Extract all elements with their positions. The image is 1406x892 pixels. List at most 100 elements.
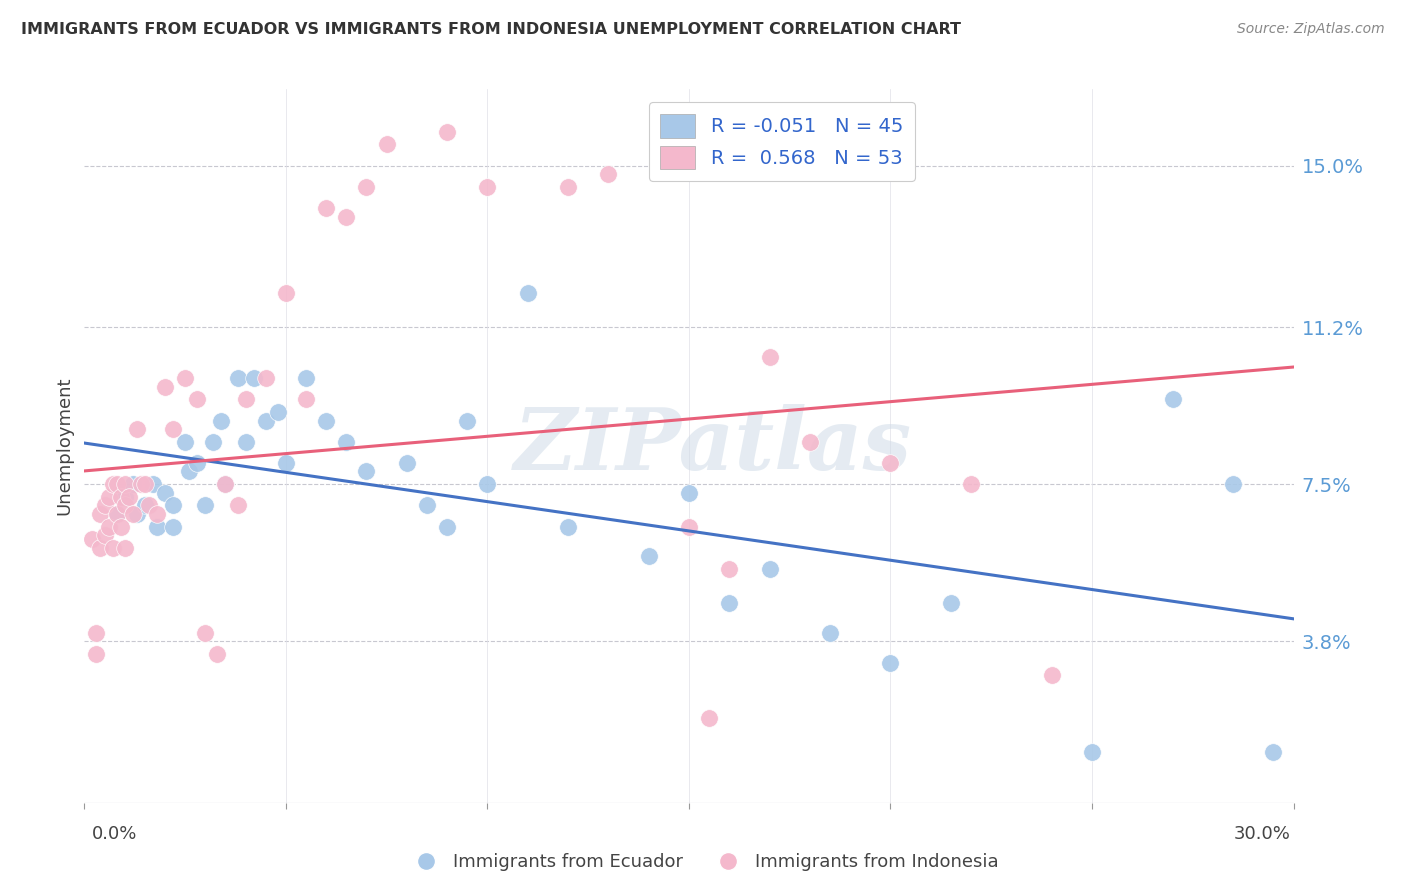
Point bbox=[101, 477, 124, 491]
Point bbox=[202, 434, 225, 449]
Point bbox=[436, 125, 458, 139]
Point bbox=[153, 485, 176, 500]
Point bbox=[129, 477, 152, 491]
Point bbox=[93, 499, 115, 513]
Point bbox=[89, 541, 111, 555]
Point bbox=[477, 477, 499, 491]
Point bbox=[207, 647, 229, 661]
Point bbox=[226, 499, 249, 513]
Point bbox=[315, 201, 337, 215]
Point bbox=[295, 392, 318, 407]
Point bbox=[82, 533, 104, 547]
Text: Source: ZipAtlas.com: Source: ZipAtlas.com bbox=[1237, 22, 1385, 37]
Point bbox=[162, 499, 184, 513]
Point bbox=[174, 434, 197, 449]
Point bbox=[718, 596, 741, 610]
Point bbox=[162, 519, 184, 533]
Point bbox=[214, 477, 236, 491]
Point bbox=[194, 499, 217, 513]
Point bbox=[93, 528, 115, 542]
Point bbox=[97, 519, 120, 533]
Point bbox=[274, 456, 297, 470]
Y-axis label: Unemployment: Unemployment bbox=[55, 376, 73, 516]
Point bbox=[194, 626, 217, 640]
Point bbox=[637, 549, 659, 564]
Point bbox=[557, 180, 579, 194]
Point bbox=[114, 490, 136, 504]
Point bbox=[879, 656, 901, 670]
Point bbox=[110, 490, 132, 504]
Point bbox=[960, 477, 983, 491]
Point bbox=[186, 392, 208, 407]
Text: 0.0%: 0.0% bbox=[91, 825, 136, 843]
Point bbox=[274, 286, 297, 301]
Legend: Immigrants from Ecuador, Immigrants from Indonesia: Immigrants from Ecuador, Immigrants from… bbox=[401, 847, 1005, 879]
Point bbox=[97, 490, 120, 504]
Point bbox=[118, 490, 141, 504]
Point bbox=[121, 507, 143, 521]
Point bbox=[110, 519, 132, 533]
Text: IMMIGRANTS FROM ECUADOR VS IMMIGRANTS FROM INDONESIA UNEMPLOYMENT CORRELATION CH: IMMIGRANTS FROM ECUADOR VS IMMIGRANTS FR… bbox=[21, 22, 962, 37]
Point bbox=[138, 499, 160, 513]
Point bbox=[114, 477, 136, 491]
Point bbox=[125, 422, 148, 436]
Point bbox=[121, 477, 143, 491]
Point bbox=[356, 180, 378, 194]
Point bbox=[153, 379, 176, 393]
Point bbox=[105, 507, 128, 521]
Point bbox=[105, 477, 128, 491]
Point bbox=[335, 210, 357, 224]
Point bbox=[114, 499, 136, 513]
Point bbox=[516, 286, 538, 301]
Point bbox=[114, 541, 136, 555]
Point bbox=[758, 562, 780, 576]
Point bbox=[295, 371, 318, 385]
Point bbox=[416, 499, 439, 513]
Point bbox=[209, 413, 232, 427]
Point bbox=[557, 519, 579, 533]
Point bbox=[254, 413, 277, 427]
Text: ZIPatlas: ZIPatlas bbox=[515, 404, 912, 488]
Point bbox=[146, 507, 169, 521]
Point bbox=[818, 626, 841, 640]
Point bbox=[758, 350, 780, 364]
Point bbox=[101, 541, 124, 555]
Legend: R = -0.051   N = 45, R =  0.568   N = 53: R = -0.051 N = 45, R = 0.568 N = 53 bbox=[648, 103, 915, 181]
Point bbox=[335, 434, 357, 449]
Point bbox=[242, 371, 264, 385]
Point bbox=[1081, 745, 1104, 759]
Point bbox=[146, 519, 169, 533]
Point bbox=[1263, 745, 1285, 759]
Point bbox=[395, 456, 418, 470]
Point bbox=[235, 434, 257, 449]
Point bbox=[174, 371, 197, 385]
Point bbox=[254, 371, 277, 385]
Point bbox=[125, 507, 148, 521]
Point bbox=[939, 596, 962, 610]
Point bbox=[697, 711, 720, 725]
Point bbox=[235, 392, 257, 407]
Point bbox=[879, 456, 901, 470]
Point bbox=[226, 371, 249, 385]
Point bbox=[436, 519, 458, 533]
Point bbox=[86, 647, 108, 661]
Point bbox=[186, 456, 208, 470]
Point bbox=[477, 180, 499, 194]
Point bbox=[179, 465, 201, 479]
Point bbox=[456, 413, 478, 427]
Text: 30.0%: 30.0% bbox=[1234, 825, 1291, 843]
Point bbox=[718, 562, 741, 576]
Point bbox=[1040, 668, 1063, 682]
Point bbox=[142, 477, 165, 491]
Point bbox=[267, 405, 290, 419]
Point bbox=[315, 413, 337, 427]
Point bbox=[162, 422, 184, 436]
Point bbox=[678, 485, 700, 500]
Point bbox=[214, 477, 236, 491]
Point bbox=[1222, 477, 1244, 491]
Point bbox=[678, 519, 700, 533]
Point bbox=[375, 137, 398, 152]
Point bbox=[134, 499, 156, 513]
Point bbox=[134, 477, 156, 491]
Point bbox=[799, 434, 821, 449]
